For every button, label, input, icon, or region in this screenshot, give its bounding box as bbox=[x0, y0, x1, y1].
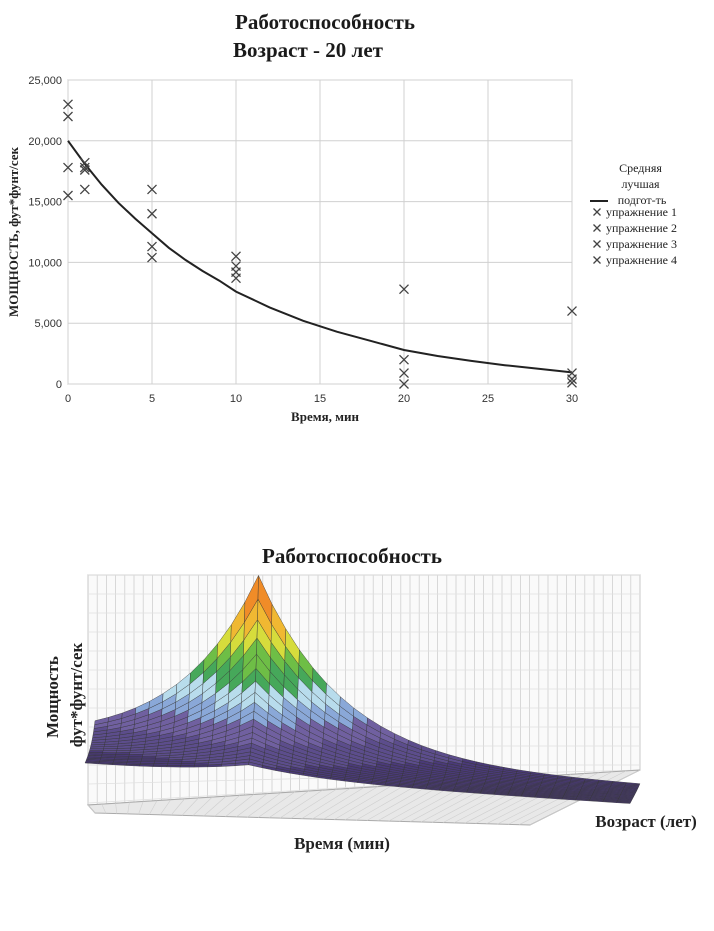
legend-item-label: упражнение 2 bbox=[606, 221, 677, 235]
floor-grid-line bbox=[290, 788, 337, 819]
floor-grid-line bbox=[203, 796, 227, 817]
floor-grid-line bbox=[192, 796, 213, 816]
data-markers bbox=[63, 99, 577, 389]
floor-grid-line bbox=[323, 786, 378, 820]
x-tick-label: 20 bbox=[398, 393, 410, 405]
x-tick-labels: 0 5 10 15 20 25 30 bbox=[65, 393, 578, 405]
grid bbox=[67, 79, 573, 385]
surface-mesh bbox=[84, 575, 641, 804]
data-point-series-4 bbox=[147, 252, 157, 263]
floor-grid-line bbox=[181, 797, 199, 816]
y-tick-label: 15,000 bbox=[28, 197, 62, 209]
age-axis-label: Возраст (лет) bbox=[595, 812, 697, 831]
surface-cell bbox=[115, 754, 130, 757]
data-point-series-4 bbox=[399, 379, 409, 389]
y-tick-labels: 0 5,000 10,000 15,000 20,000 25,000 bbox=[28, 75, 62, 391]
floor-grid-line bbox=[247, 792, 282, 818]
legend-line-label: Средняя лучшая подгот-ть bbox=[618, 161, 667, 207]
surface-cell bbox=[102, 750, 118, 753]
data-point-series-3 bbox=[147, 241, 157, 252]
floor-grid-line bbox=[334, 785, 392, 820]
y-tick-label: 5,000 bbox=[34, 318, 62, 330]
floor-grid-line bbox=[87, 804, 96, 814]
data-point-series-4 bbox=[231, 273, 241, 284]
floor-grid-line bbox=[366, 782, 434, 821]
line-scatter-chart: Работоспособность Возраст - 20 лет 0 5,00… bbox=[6, 10, 677, 424]
time-axis-label: Время (мин) bbox=[294, 834, 390, 853]
data-point-series-2 bbox=[147, 208, 157, 219]
data-point-series-1 bbox=[567, 306, 577, 316]
x-tick-label: 25 bbox=[482, 393, 494, 405]
chart-subtitle: Возраст - 20 лет bbox=[233, 38, 384, 62]
data-point-series-3 bbox=[63, 162, 73, 173]
data-point-series-1 bbox=[63, 99, 73, 110]
floor-grid-line bbox=[355, 783, 420, 821]
power-axis-label: Мощность фут*фунт/сек bbox=[43, 643, 86, 748]
legend-marker-items: упражнение 1 упражнение 2 упражнение 3 упра… bbox=[593, 205, 677, 267]
floor-grid-line bbox=[101, 804, 107, 814]
floor-grid-line bbox=[149, 800, 158, 815]
legend-marker-icon bbox=[593, 256, 601, 264]
floor-grid-line bbox=[268, 790, 309, 819]
surface-cell bbox=[625, 782, 641, 786]
data-point-series-3 bbox=[399, 368, 409, 379]
surface-cell bbox=[101, 752, 117, 755]
y-axis-label: МОЩНОСТЬ, фут*фунт/сек bbox=[6, 146, 21, 317]
x-tick-label: 10 bbox=[230, 393, 242, 405]
x-tick-label: 30 bbox=[566, 393, 578, 405]
legend-item-label: упражнение 1 bbox=[606, 205, 677, 219]
y-tick-label: 25,000 bbox=[28, 75, 62, 87]
floor-grid-line bbox=[236, 793, 268, 818]
legend-marker-icon bbox=[593, 240, 601, 248]
chart-title: Работоспособность bbox=[235, 10, 415, 34]
data-point-series-1 bbox=[399, 284, 409, 295]
data-point-series-1 bbox=[231, 251, 241, 262]
floor-grid-line bbox=[170, 798, 185, 816]
floor-grid-line bbox=[115, 803, 118, 814]
floor-grid-line bbox=[160, 799, 172, 815]
floor-grid-line bbox=[312, 787, 365, 820]
surface-cell bbox=[140, 759, 156, 763]
x-tick-label: 15 bbox=[314, 393, 326, 405]
legend-marker-icon bbox=[593, 224, 601, 232]
floor-grid-line bbox=[257, 791, 296, 818]
data-point-series-3 bbox=[567, 374, 577, 385]
data-point-series-4 bbox=[567, 377, 577, 388]
floor-grid-line bbox=[138, 801, 144, 815]
floor-grid-line bbox=[301, 788, 351, 819]
surface-cell bbox=[127, 757, 143, 761]
y-tick-label: 10,000 bbox=[28, 257, 62, 269]
y-tick-label: 20,000 bbox=[28, 136, 62, 148]
floor-grid-line bbox=[279, 789, 323, 819]
data-point-series-3 bbox=[79, 165, 90, 175]
surface-chart: Работоспособность Время (мин) Возраст (л… bbox=[43, 544, 697, 853]
data-point-series-2 bbox=[399, 354, 409, 365]
data-point-series-2 bbox=[79, 162, 90, 173]
floor-grid-line bbox=[127, 802, 130, 814]
data-point-series-1 bbox=[79, 157, 90, 168]
data-point-series-4 bbox=[63, 190, 73, 201]
surface-cell bbox=[89, 748, 104, 751]
y-tick-label: 0 bbox=[56, 379, 62, 391]
x-tick-label: 5 bbox=[149, 393, 155, 405]
floor-grid-line bbox=[344, 784, 406, 821]
surface-title: Работоспособность bbox=[262, 544, 442, 568]
surface-cell bbox=[141, 757, 156, 761]
legend-marker-icon bbox=[593, 208, 601, 216]
floor-grid-line bbox=[225, 794, 254, 817]
data-point-series-1 bbox=[147, 184, 157, 195]
surface-cell bbox=[88, 750, 104, 753]
average-curve bbox=[67, 140, 573, 374]
legend-item-label: упражнение 3 bbox=[606, 237, 677, 251]
legend-item-label: упражнение 4 bbox=[606, 253, 677, 267]
x-axis-label: Время, мин bbox=[291, 409, 359, 424]
data-point-series-2 bbox=[63, 111, 73, 122]
x-tick-label: 0 bbox=[65, 393, 71, 405]
floor-grid-line bbox=[214, 795, 240, 817]
legend: Средняя лучшая подгот-ть упражнение 1упр… bbox=[590, 161, 677, 267]
data-point-series-4 bbox=[79, 184, 90, 195]
